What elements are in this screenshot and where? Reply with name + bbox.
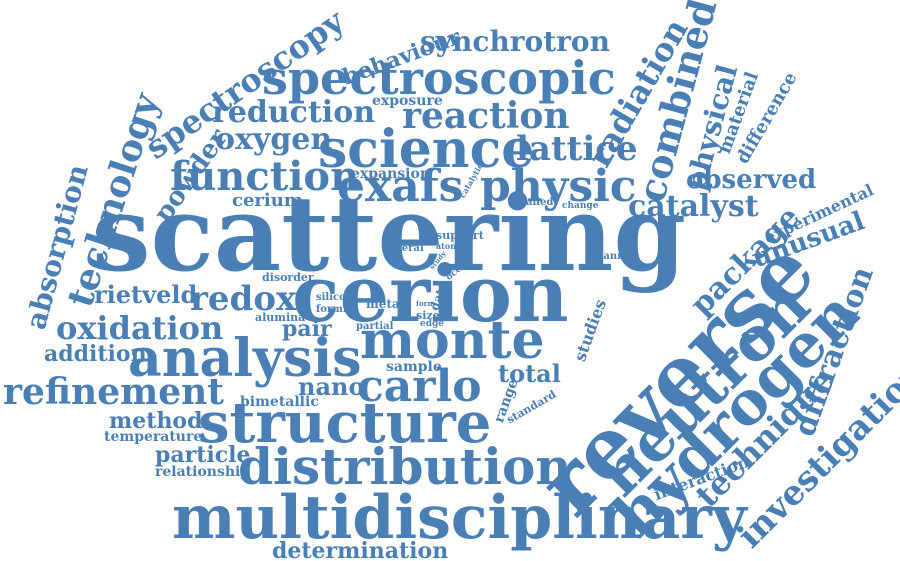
word-rietveld: rietveld [94,280,198,309]
word-redox: redox [190,279,297,319]
word-alumina: alumina [255,311,306,324]
word-metal: metal [366,297,405,311]
word-formic: formic [316,304,353,315]
word-synchrotron: synchrotron [420,25,610,58]
word-particle: particle [155,442,251,468]
word-partial: partial [356,321,394,332]
word-sized: sized [416,309,448,322]
word-science: science [318,119,535,180]
word-nano: nano [298,372,365,401]
word-expansion: expansion [351,166,431,182]
word-total: total [498,359,561,388]
word-form: form [416,299,435,308]
word-change: change [562,201,599,211]
word-relationship: relationship [155,464,251,480]
word-studies: studies [570,296,611,364]
word-analysis: analysis [128,328,362,389]
word-temperature: temperature [104,429,203,445]
word-distribution: distribution [238,437,572,496]
word-multidisciplinary: multidisciplinary [172,483,747,553]
word-atom: atom [436,241,459,251]
word-support: support [436,229,484,242]
word-monte: monte [360,310,545,371]
word-observed: observed [686,165,817,195]
word-reaction: reaction [402,95,570,137]
word-spectroscopic: spectroscopic [262,51,616,105]
word-carlo: carlo [357,361,482,412]
word-oxygen: oxygen [215,122,333,157]
word-method: method [109,408,203,434]
word-exafs: exafs [337,161,464,212]
word-function: function [170,153,360,200]
word-channel: channel [590,251,635,262]
word-physic: physic [480,161,637,212]
word-cerion: cerion [292,249,569,340]
word-disorder: disorder [262,271,314,284]
word-pair: pair [282,316,332,342]
word-detailed: detailed [508,197,554,208]
word-oxidation: oxidation [56,309,224,347]
word-edge: edge [420,319,445,329]
word-exposure: exposure [372,93,443,109]
word-catalyst: catalyst [628,189,759,224]
word-scattering: scattering [92,172,687,295]
word-refinement: refinement [3,371,224,413]
word-structure: structure [198,390,492,456]
word-silicon: silicon [316,292,354,303]
word-sample: sample [386,359,442,375]
word-bimetallic: bimetallic [240,394,319,410]
word-several: several [384,243,424,254]
word-lattice: lattice [516,129,638,169]
word-reduction: reduction [212,95,376,130]
word-cerium: cerium [232,190,303,211]
word-addition: addition [44,341,147,367]
word-determination: determination [272,538,449,561]
